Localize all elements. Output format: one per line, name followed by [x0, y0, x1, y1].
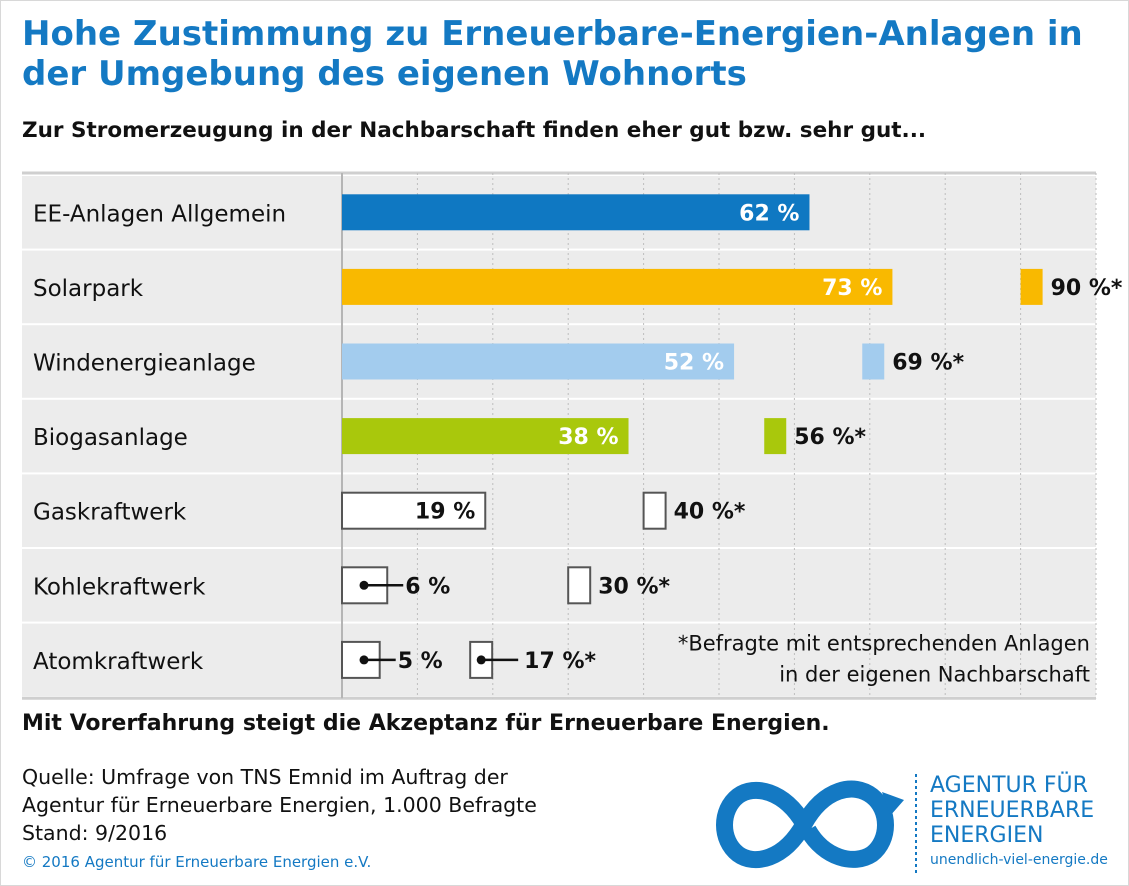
category-label: EE-Anlagen Allgemein — [33, 201, 286, 227]
chart-footnote: *Befragte mit entsprechenden Anlagen in d… — [678, 632, 1090, 687]
bar-chart: EE-Anlagen Allgemein Solarpark Windenergie… — [22, 171, 1123, 700]
data-label: 52 % — [664, 351, 724, 376]
data-label-experienced: 56 %* — [794, 425, 866, 450]
category-label: Atomkraftwerk — [33, 649, 204, 675]
source-note: Quelle: Umfrage von TNS Emnid im Auftrag… — [22, 763, 537, 847]
marker-experienced — [567, 566, 592, 605]
page-title: Hohe Zustimmung zu Erneuerbare-Energien-… — [22, 14, 1083, 94]
source-line: Stand: 9/2016 — [22, 821, 168, 845]
bar-main — [342, 343, 735, 380]
category-label: Solarpark — [33, 276, 144, 302]
row-background — [22, 623, 1096, 697]
data-label-experienced: 90 %* — [1051, 276, 1123, 301]
marker-experienced — [764, 418, 787, 455]
chart-marks: 62 % 73 % 90 %* 52 % 69 %* 38 % 56 %* 19 % 40 %*… — [341, 194, 1123, 679]
data-label-experienced: 30 %* — [598, 574, 670, 599]
category-label: Gaskraftwerk — [33, 500, 187, 526]
logo-line: ENERGIEN — [930, 823, 1044, 848]
logo-line: AGENTUR FÜR — [930, 773, 1088, 798]
marker-experienced — [642, 491, 667, 530]
data-label-experienced: 17 %* — [524, 649, 596, 674]
category-labels: EE-Anlagen Allgemein Solarpark Windenergie… — [33, 201, 286, 675]
data-label-experienced: 69 %* — [892, 351, 964, 376]
leader-dot — [476, 655, 486, 665]
data-label: 6 % — [405, 574, 450, 599]
logo-url: unendlich-viel-energie.de — [930, 852, 1108, 868]
data-label: 73 % — [822, 276, 882, 301]
row-background — [22, 549, 1096, 622]
chart-subtitle: Zur Stromerzeugung in der Nachbarschaft … — [22, 118, 927, 143]
footnote-line: *Befragte mit entsprechenden Anlagen — [678, 632, 1090, 656]
data-label-experienced: 40 %* — [674, 500, 746, 525]
data-label: 62 % — [739, 201, 799, 226]
row-background — [22, 474, 1096, 547]
bar-main — [342, 418, 629, 455]
logo-wordmark: AGENTUR FÜR ERNEUERBARE ENERGIEN — [930, 773, 1094, 848]
bar-main — [342, 194, 810, 231]
logo-line: ERNEUERBARE — [930, 798, 1095, 823]
takeaway-text: Mit Vorerfahrung steigt die Akzeptanz fü… — [22, 711, 830, 736]
leader-dot — [359, 655, 369, 665]
marker-experienced — [862, 343, 885, 380]
source-line: Agentur für Erneuerbare Energien, 1.000 … — [22, 793, 537, 817]
infinity-logo-icon — [716, 774, 917, 874]
bar-main — [341, 491, 487, 530]
category-label: Kohlekraftwerk — [33, 574, 206, 600]
chart-row-backgrounds — [22, 171, 1096, 700]
data-label: 38 % — [558, 425, 618, 450]
data-label: 5 % — [398, 649, 443, 674]
source-line: Quelle: Umfrage von TNS Emnid im Auftrag… — [22, 765, 508, 789]
data-label: 19 % — [415, 500, 475, 525]
marker-experienced — [1020, 268, 1043, 305]
category-label: Windenergieanlage — [33, 351, 256, 377]
bar-main — [342, 268, 893, 305]
footnote-line: in der eigenen Nachbarschaft — [779, 663, 1090, 687]
leader-dot — [359, 580, 369, 590]
category-label: Biogasanlage — [33, 425, 188, 451]
copyright-text: © 2016 Agentur für Erneuerbare Energien … — [22, 853, 372, 871]
